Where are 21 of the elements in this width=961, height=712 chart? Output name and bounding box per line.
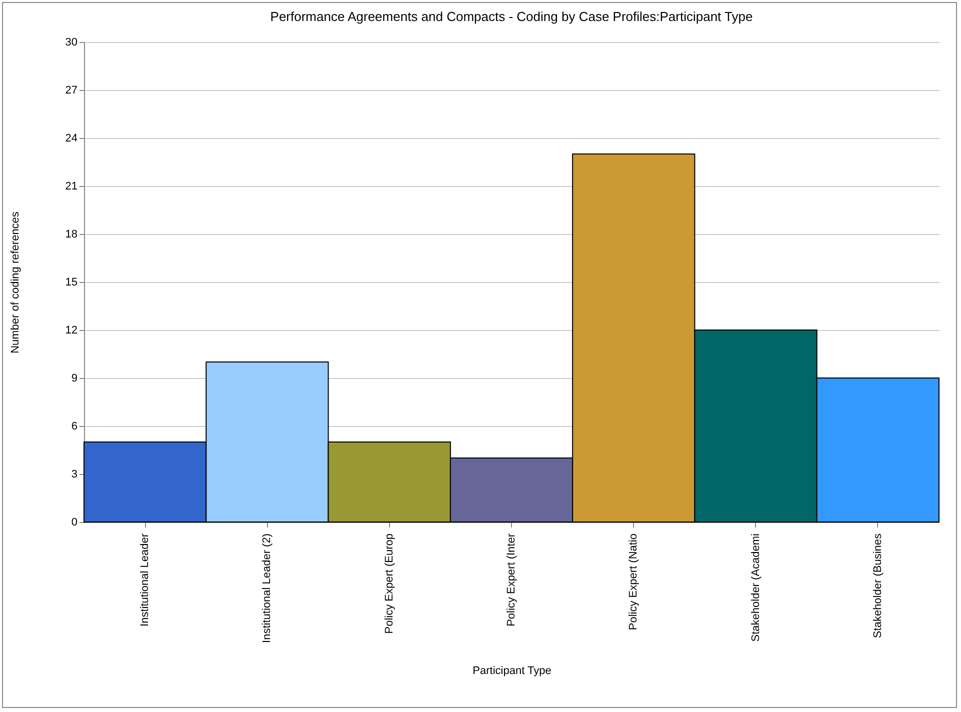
y-tick-label: 15 bbox=[65, 276, 78, 288]
x-axis-title: Participant Type bbox=[472, 664, 552, 677]
x-tick-label: Policy Expert (Inter bbox=[506, 533, 518, 626]
x-tick-label: Policy Expert (Europ bbox=[383, 534, 396, 634]
x-tick-label: Policy Expert (Natio bbox=[628, 534, 640, 630]
y-tick-label: 12 bbox=[65, 324, 78, 336]
chart-title: Performance Agreements and Compacts - Coding by Case Profiles:Participant Type bbox=[270, 9, 753, 24]
x-tick-label: Stakeholder (Academi bbox=[750, 534, 762, 642]
y-tick-label: 6 bbox=[71, 420, 78, 432]
x-tick-label: Institutional Leader bbox=[139, 533, 152, 626]
x-tick-label: Institutional Leader (2) bbox=[261, 534, 274, 643]
y-tick-label: 24 bbox=[65, 132, 78, 144]
y-tick-label: 27 bbox=[65, 84, 78, 96]
y-tick-label: 9 bbox=[71, 372, 78, 384]
y-tick-label: 30 bbox=[65, 36, 78, 48]
y-axis-title: Number of coding references bbox=[9, 211, 22, 354]
y-tick-label: 0 bbox=[71, 516, 78, 528]
x-tick-label: Stakeholder (Busines bbox=[872, 533, 884, 638]
y-tick-label: 18 bbox=[65, 228, 78, 240]
y-tick-label: 3 bbox=[71, 468, 78, 480]
y-tick-label: 21 bbox=[65, 180, 78, 192]
